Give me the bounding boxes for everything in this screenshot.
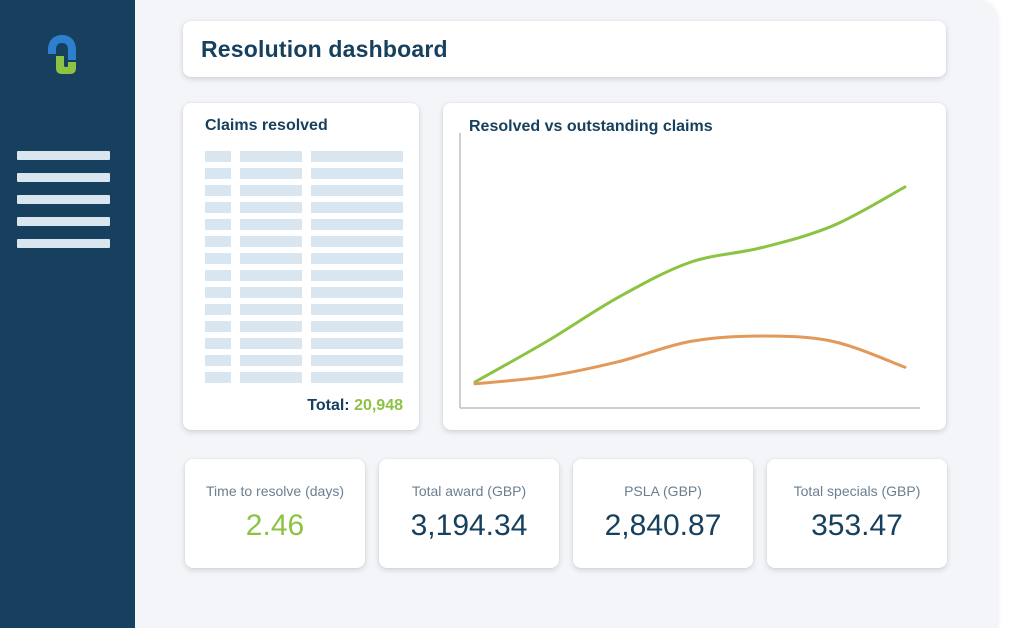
stat-card-time-to-resolve: Time to resolve (days) 2.46 xyxy=(185,459,365,568)
table-cell-placeholder xyxy=(205,338,231,349)
table-cell-placeholder xyxy=(240,355,302,366)
series-line-2 xyxy=(475,336,905,384)
table-row xyxy=(205,151,403,162)
total-label: Total: xyxy=(307,397,349,414)
table-cell-placeholder xyxy=(205,151,231,162)
table-cell-placeholder xyxy=(240,270,302,281)
stat-value: 2,840.87 xyxy=(573,509,753,543)
table-cell-placeholder xyxy=(240,185,302,196)
table-cell-placeholder xyxy=(205,202,231,213)
app-window: Resolution dashboard Claims resolved Tot… xyxy=(0,0,998,628)
claims-total: Total: 20,948 xyxy=(307,397,403,415)
table-cell-placeholder xyxy=(311,355,403,366)
stat-card-total-specials: Total specials (GBP) 353.47 xyxy=(767,459,947,568)
stat-label: Total specials (GBP) xyxy=(767,483,947,499)
total-value: 20,948 xyxy=(354,397,403,414)
menu-line xyxy=(17,217,110,226)
stat-value: 2.46 xyxy=(185,509,365,543)
chart-title: Resolved vs outstanding claims xyxy=(469,118,713,135)
table-cell-placeholder xyxy=(205,185,231,196)
table-cell-placeholder xyxy=(311,321,403,332)
table-cell-placeholder xyxy=(311,304,403,315)
table-cell-placeholder xyxy=(311,338,403,349)
menu-line xyxy=(17,239,110,248)
table-cell-placeholder xyxy=(240,168,302,179)
stat-value: 3,194.34 xyxy=(379,509,559,543)
table-cell-placeholder xyxy=(205,287,231,298)
table-cell-placeholder xyxy=(311,236,403,247)
series-group xyxy=(475,187,905,384)
table-cell-placeholder xyxy=(240,372,302,383)
table-row xyxy=(205,355,403,366)
hamburger-menu-icon[interactable] xyxy=(17,151,110,261)
table-cell-placeholder xyxy=(205,253,231,264)
header-card: Resolution dashboard xyxy=(183,21,946,77)
table-row xyxy=(205,253,403,264)
app-logo-icon[interactable] xyxy=(44,32,82,84)
table-cell-placeholder xyxy=(311,202,403,213)
table-row xyxy=(205,372,403,383)
table-cell-placeholder xyxy=(240,287,302,298)
stat-label: Time to resolve (days) xyxy=(185,483,365,499)
stat-card-psla: PSLA (GBP) 2,840.87 xyxy=(573,459,753,568)
table-cell-placeholder xyxy=(240,151,302,162)
menu-line xyxy=(17,151,110,160)
table-cell-placeholder xyxy=(240,321,302,332)
menu-line xyxy=(17,195,110,204)
table-cell-placeholder xyxy=(240,202,302,213)
table-row xyxy=(205,202,403,213)
claims-card-title: Claims resolved xyxy=(205,117,328,135)
table-cell-placeholder xyxy=(205,355,231,366)
table-cell-placeholder xyxy=(205,372,231,383)
table-cell-placeholder xyxy=(311,168,403,179)
table-row xyxy=(205,321,403,332)
table-row xyxy=(205,338,403,349)
table-cell-placeholder xyxy=(311,219,403,230)
table-cell-placeholder xyxy=(240,338,302,349)
stat-label: Total award (GBP) xyxy=(379,483,559,499)
chart-card: Resolved vs outstanding claims xyxy=(443,103,946,430)
stat-value: 353.47 xyxy=(767,509,947,543)
table-cell-placeholder xyxy=(311,372,403,383)
table-cell-placeholder xyxy=(205,236,231,247)
claims-table xyxy=(205,151,403,389)
table-cell-placeholder xyxy=(240,236,302,247)
table-row xyxy=(205,185,403,196)
table-cell-placeholder xyxy=(311,287,403,298)
stat-label: PSLA (GBP) xyxy=(573,483,753,499)
table-cell-placeholder xyxy=(240,304,302,315)
menu-line xyxy=(17,173,110,182)
claims-resolved-card: Claims resolved Total: 20,948 xyxy=(183,103,419,430)
table-cell-placeholder xyxy=(205,168,231,179)
table-cell-placeholder xyxy=(205,219,231,230)
table-cell-placeholder xyxy=(311,151,403,162)
table-cell-placeholder xyxy=(205,321,231,332)
sidebar xyxy=(0,0,135,628)
page-title: Resolution dashboard xyxy=(201,36,448,63)
table-cell-placeholder xyxy=(311,270,403,281)
table-cell-placeholder xyxy=(240,253,302,264)
table-row xyxy=(205,219,403,230)
table-cell-placeholder xyxy=(311,253,403,264)
stat-card-total-award: Total award (GBP) 3,194.34 xyxy=(379,459,559,568)
table-cell-placeholder xyxy=(311,185,403,196)
line-chart: Resolved vs outstanding claims xyxy=(443,103,946,430)
table-cell-placeholder xyxy=(240,219,302,230)
series-line-1 xyxy=(475,187,905,382)
table-row xyxy=(205,287,403,298)
table-row xyxy=(205,168,403,179)
table-row xyxy=(205,236,403,247)
table-cell-placeholder xyxy=(205,304,231,315)
table-row xyxy=(205,304,403,315)
table-cell-placeholder xyxy=(205,270,231,281)
table-row xyxy=(205,270,403,281)
